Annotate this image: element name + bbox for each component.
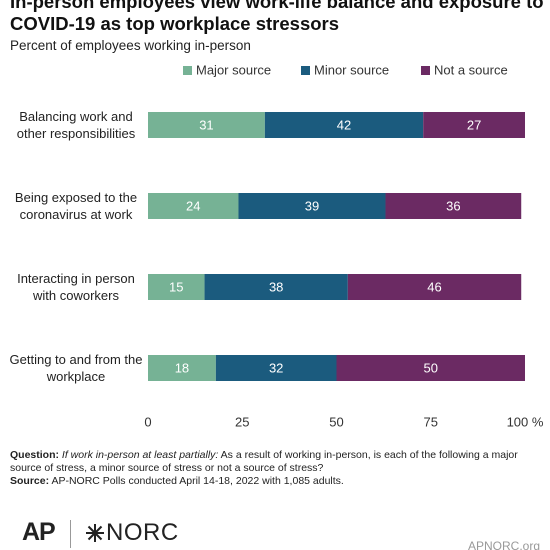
source: Source: AP-NORC Polls conducted April 14… — [10, 475, 530, 488]
norc-star — [86, 524, 104, 542]
bar-segment — [148, 274, 205, 300]
question-text: As a result of working in-person, is eac… — [10, 449, 518, 474]
bar-segment — [336, 355, 525, 381]
chart-title: In-person employees view work-life balan… — [10, 0, 544, 34]
bar-segment — [347, 274, 522, 300]
value-label: 38 — [269, 279, 283, 294]
value-label: 31 — [199, 117, 213, 132]
legend-swatch — [183, 66, 192, 75]
legend-swatch — [301, 66, 310, 75]
ap-logo: AP — [22, 518, 56, 546]
value-label: 42 — [337, 117, 351, 132]
y-tick-label: Balancing work and other responsibilitie… — [16, 109, 136, 141]
value-label: 39 — [305, 198, 319, 213]
value-label: 15 — [169, 279, 183, 294]
chart-subtitle: Percent of employees working in-person — [10, 38, 251, 53]
question-condition: If work in-person at least partially: — [61, 449, 219, 461]
norc-logo: NORC — [106, 519, 179, 546]
bar-segment — [148, 355, 216, 381]
bar-segment — [204, 274, 348, 300]
y-tick-label: Getting to and from the workplace — [9, 352, 143, 384]
bar-segment — [238, 193, 386, 219]
question: Question: If work in-person at least par… — [10, 449, 530, 475]
source-text: AP-NORC Polls conducted April 14-18, 202… — [51, 475, 344, 487]
y-tick-label: Interacting in person with coworkers — [17, 271, 135, 303]
bar-segment — [264, 112, 424, 138]
question-label: Question: — [10, 449, 59, 461]
value-label: 46 — [427, 279, 441, 294]
chart: Major source Minor source Not a source 0 25 5… — [144, 62, 544, 429]
bar-segment — [215, 355, 337, 381]
legend-label: Major source — [196, 62, 271, 77]
value-label: 18 — [175, 360, 189, 375]
y-tick-label: Being exposed to the coronavirus at work — [14, 190, 138, 222]
value-label: 50 — [424, 360, 438, 375]
logo-divider — [70, 520, 71, 548]
x-tick-label: 0 — [144, 414, 151, 429]
bar-segment — [148, 193, 239, 219]
value-label: 27 — [467, 117, 481, 132]
x-tick-label: 75 — [424, 414, 438, 429]
notes: Question: If work in-person at least par… — [10, 449, 530, 488]
x-tick-label: 100 % — [507, 414, 544, 429]
legend-label: Not a source — [434, 62, 508, 77]
x-tick-label: 25 — [235, 414, 249, 429]
source-label: Source: — [10, 475, 50, 487]
legend-label: Minor source — [314, 62, 389, 77]
x-tick-label: 50 — [329, 414, 343, 429]
url: APNORC.org — [468, 539, 541, 550]
bar-segment — [385, 193, 522, 219]
legend-swatch — [421, 66, 430, 75]
value-label: 24 — [186, 198, 200, 213]
value-label: 36 — [446, 198, 460, 213]
value-label: 32 — [269, 360, 283, 375]
bar-segment — [423, 112, 525, 138]
bar-segment — [148, 112, 265, 138]
